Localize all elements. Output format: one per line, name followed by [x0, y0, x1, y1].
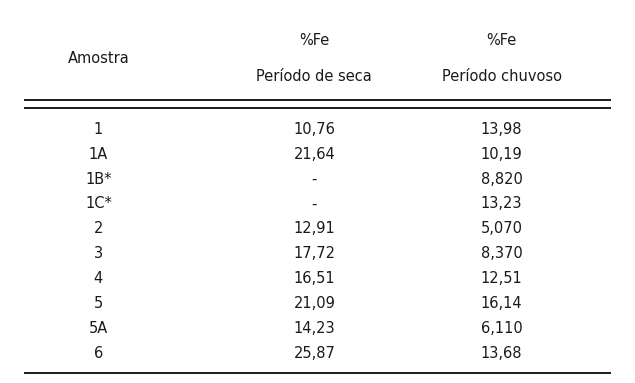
- Text: 3: 3: [94, 246, 103, 261]
- Text: 1: 1: [94, 122, 103, 137]
- Text: %Fe: %Fe: [486, 33, 517, 48]
- Text: -: -: [312, 172, 317, 187]
- Text: Amostra: Amostra: [67, 51, 130, 66]
- Text: Período chuvoso: Período chuvoso: [442, 69, 561, 84]
- Text: 5: 5: [94, 296, 103, 311]
- Text: 12,51: 12,51: [481, 271, 523, 286]
- Text: 8,820: 8,820: [481, 172, 523, 187]
- Text: 25,87: 25,87: [293, 346, 335, 361]
- Text: 6,110: 6,110: [481, 321, 523, 336]
- Text: 1A: 1A: [89, 147, 108, 162]
- Text: 8,370: 8,370: [481, 246, 523, 261]
- Text: 17,72: 17,72: [293, 246, 335, 261]
- Text: 4: 4: [94, 271, 103, 286]
- Text: 13,68: 13,68: [481, 346, 523, 361]
- Text: 16,51: 16,51: [293, 271, 335, 286]
- Text: 6: 6: [94, 346, 103, 361]
- Text: %Fe: %Fe: [299, 33, 330, 48]
- Text: 1C*: 1C*: [85, 196, 112, 211]
- Text: 12,91: 12,91: [293, 221, 335, 236]
- Text: 5,070: 5,070: [481, 221, 523, 236]
- Text: 5A: 5A: [89, 321, 108, 336]
- Text: 13,23: 13,23: [481, 196, 523, 211]
- Text: 10,76: 10,76: [293, 122, 335, 137]
- Text: Período de seca: Período de seca: [257, 69, 372, 84]
- Text: -: -: [312, 196, 317, 211]
- Text: 21,09: 21,09: [293, 296, 335, 311]
- Text: 14,23: 14,23: [293, 321, 335, 336]
- Text: 21,64: 21,64: [293, 147, 335, 162]
- Text: 10,19: 10,19: [481, 147, 523, 162]
- Text: 2: 2: [94, 221, 103, 236]
- Text: 1B*: 1B*: [85, 172, 112, 187]
- Text: 13,98: 13,98: [481, 122, 523, 137]
- Text: 16,14: 16,14: [481, 296, 523, 311]
